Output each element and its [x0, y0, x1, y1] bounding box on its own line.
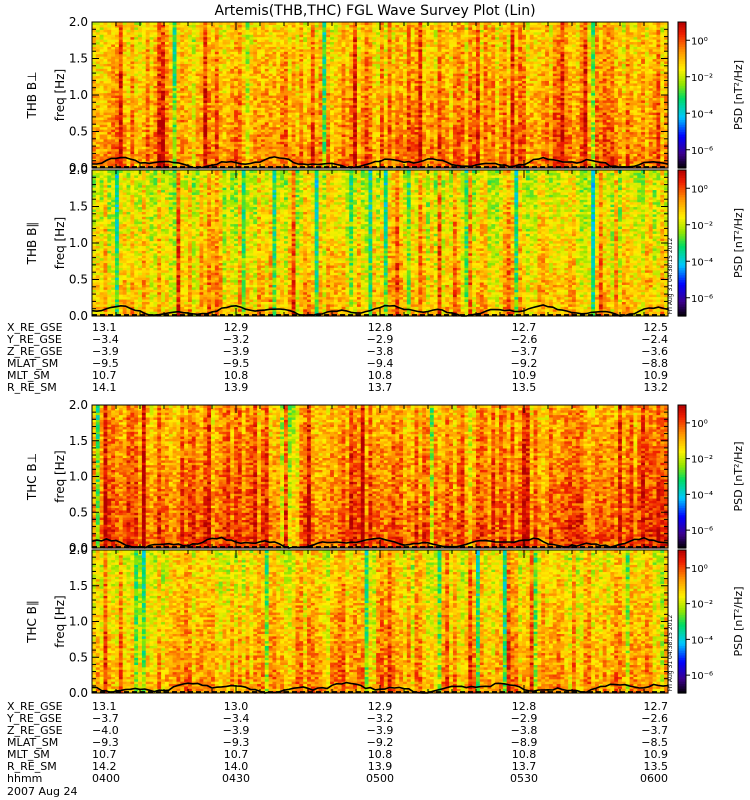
plot-title: Artemis(THB,THC) FGL Wave Survey Plot (L…	[214, 3, 535, 19]
